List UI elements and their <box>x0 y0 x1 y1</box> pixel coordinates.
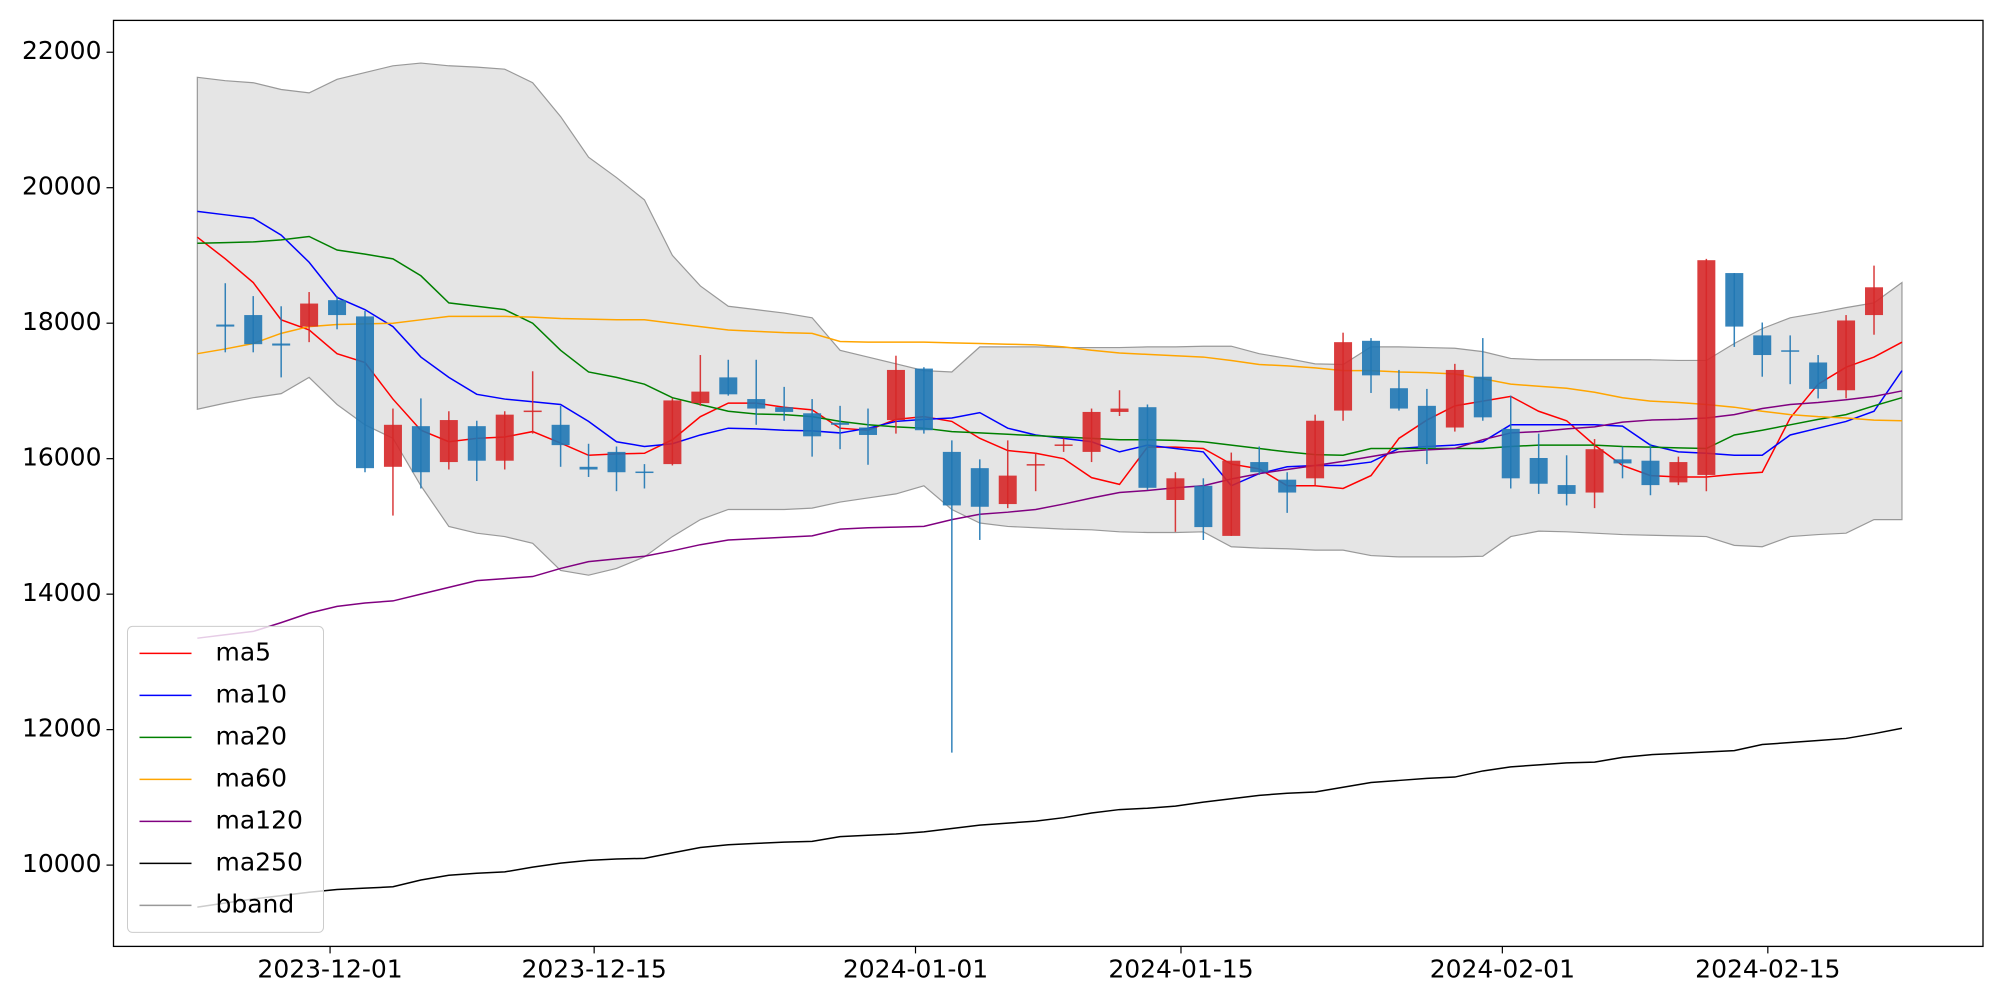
y-tick-label: 16000 <box>22 443 102 472</box>
x-tick-label: 2024-01-15 <box>1108 954 1253 983</box>
candle-body <box>607 451 626 473</box>
candle-body <box>775 407 794 412</box>
candle-body <box>663 400 682 465</box>
candle-body <box>886 369 905 421</box>
candle-body <box>1306 420 1325 479</box>
candle-body <box>551 424 570 446</box>
candle-body <box>439 420 458 463</box>
x-tick-label: 2023-12-01 <box>257 954 402 983</box>
candle-body <box>635 471 654 474</box>
candle-body <box>272 343 291 346</box>
legend-label: ma60 <box>216 763 287 792</box>
legend-box <box>127 625 324 933</box>
candle-body <box>1753 335 1772 356</box>
candle-body <box>1557 485 1576 494</box>
candle-body <box>747 399 766 409</box>
candle-body <box>998 475 1017 505</box>
candle-body <box>970 468 989 507</box>
candle-body <box>1278 479 1297 493</box>
ma-line <box>197 235 1903 457</box>
legend: ma5 ma10 ma20 ma60 ma120 ma250 bband <box>127 625 324 933</box>
ma-line <box>197 315 1902 422</box>
bollinger-band <box>196 62 1903 576</box>
y-tick-label: 10000 <box>22 849 102 878</box>
x-tick-label: 2024-02-01 <box>1430 954 1575 983</box>
candle-body <box>1697 260 1716 475</box>
x-tick-label: 2023-12-15 <box>522 954 667 983</box>
candle-body <box>1222 460 1241 536</box>
candle-body <box>831 422 850 425</box>
candle-body <box>1082 411 1101 452</box>
candle-body <box>216 324 235 327</box>
y-tick-label: 22000 <box>22 36 102 65</box>
candle-body <box>523 410 542 413</box>
legend-label: bband <box>216 889 295 918</box>
candle-body <box>1501 428 1520 479</box>
candle-body <box>1110 408 1129 412</box>
candle-body <box>1445 369 1464 428</box>
candle-body <box>859 427 878 435</box>
candle-body <box>1529 457 1548 484</box>
legend-label: ma20 <box>216 721 287 750</box>
candle-body <box>691 391 710 404</box>
candle-body <box>1585 449 1604 493</box>
candle-body <box>1837 320 1856 391</box>
candle-body <box>1865 287 1884 316</box>
candle-body <box>914 368 933 431</box>
ma-line <box>197 390 1903 639</box>
candle-body <box>1473 376 1492 418</box>
y-tick-label: 12000 <box>22 714 102 743</box>
candle-body <box>1641 460 1660 486</box>
candle-body <box>244 315 263 345</box>
candle-body <box>300 303 319 327</box>
y-tick-label: 20000 <box>22 172 102 201</box>
candle-body <box>1781 350 1800 352</box>
y-tick-label: 14000 <box>22 578 102 607</box>
candle-body <box>1669 462 1688 483</box>
candle-body <box>1613 459 1632 464</box>
candle-body <box>1725 273 1744 327</box>
candle-body <box>356 316 375 469</box>
candle-body <box>1026 464 1045 466</box>
candle-body <box>1362 340 1381 376</box>
y-tick-label: 18000 <box>22 307 102 336</box>
candle-body <box>942 451 961 506</box>
plot-area <box>196 62 1903 908</box>
legend-label: ma10 <box>216 679 287 708</box>
candle-body <box>411 426 430 473</box>
legend-label: ma250 <box>216 847 303 876</box>
candle-body <box>495 414 514 461</box>
candle-body <box>1194 485 1213 528</box>
candle-body <box>1250 462 1269 473</box>
candle-body <box>1809 362 1828 389</box>
candle-body <box>579 466 598 470</box>
candle-body <box>1138 407 1157 488</box>
legend-label: ma120 <box>216 805 303 834</box>
candle-body <box>1054 444 1073 446</box>
x-tick-label: 2024-02-15 <box>1695 954 1840 983</box>
candle-body <box>467 426 486 461</box>
axes-frame <box>112 19 1984 948</box>
candle-body <box>1334 342 1353 411</box>
legend-label: ma5 <box>216 637 272 666</box>
candle-body <box>1389 388 1408 409</box>
candle-body <box>1417 405 1436 448</box>
candle-body <box>383 424 402 467</box>
candle-body <box>328 300 347 316</box>
ma-line <box>197 727 1903 908</box>
x-tick-label: 2024-01-01 <box>843 954 988 983</box>
candle-body <box>803 413 822 437</box>
candle-body <box>1166 478 1185 500</box>
candle-body <box>719 377 738 395</box>
